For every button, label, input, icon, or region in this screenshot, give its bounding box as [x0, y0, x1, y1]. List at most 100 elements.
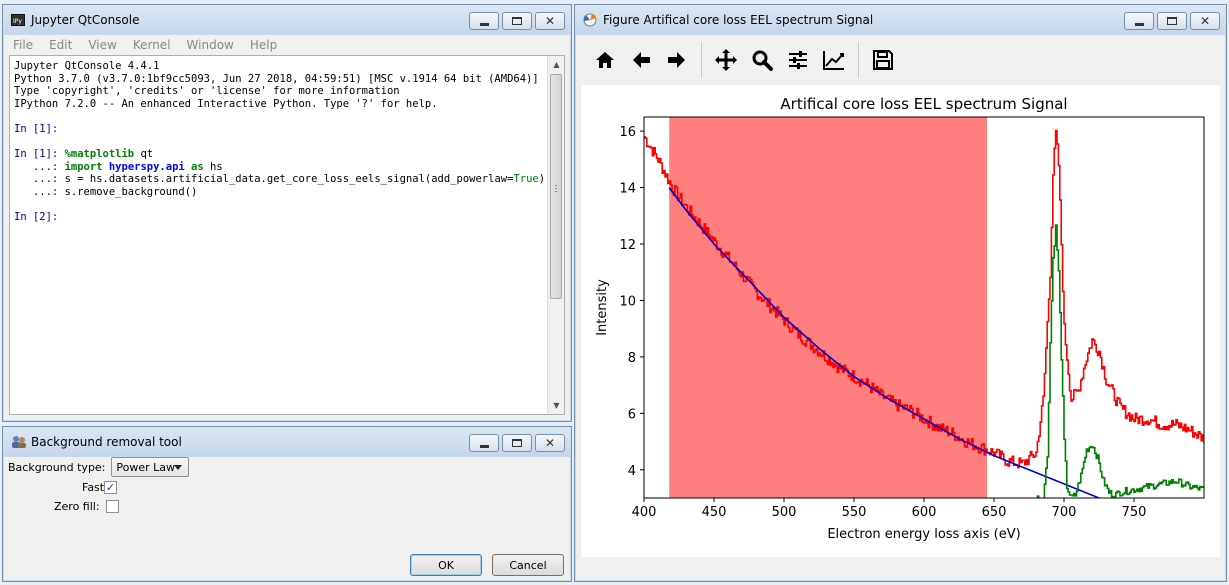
x-tick-label: 700: [1052, 505, 1077, 520]
console-menubar: File Edit View Kernel Window Help: [7, 35, 567, 55]
x-tick-label: 750: [1122, 505, 1147, 520]
chart-title: Artifical core loss EEL spectrum Signal: [780, 95, 1067, 113]
console-line: Jupyter QtConsole 4.4.1: [14, 60, 160, 72]
x-tick-label: 500: [772, 505, 797, 520]
close-icon: ✕: [544, 436, 556, 450]
residual-line: [1036, 224, 1204, 498]
toolbar-separator: [701, 42, 702, 78]
back-button[interactable]: [623, 42, 659, 78]
y-tick-label: 4: [628, 464, 636, 479]
scroll-down-icon[interactable]: ▼: [553, 401, 560, 410]
zero-fill-label: Zero fill:: [54, 500, 100, 513]
maximize-button[interactable]: [502, 12, 532, 30]
background-removal-window: Background removal tool ✕ Background typ…: [2, 426, 572, 582]
scroll-thumb[interactable]: [550, 74, 562, 299]
save-button[interactable]: [865, 42, 901, 78]
background-type-label: Background type:: [8, 460, 106, 474]
background-type-select[interactable]: Power Law: [111, 457, 190, 477]
maximize-icon: [512, 439, 522, 447]
console-titlebar[interactable]: IPy Jupyter QtConsole ✕: [3, 5, 571, 35]
console-line: ...: s.remove_background(): [14, 186, 544, 199]
home-button[interactable]: [587, 42, 623, 78]
close-button[interactable]: ✕: [535, 434, 565, 452]
console-code: import hyperspy.api as hs: [64, 160, 223, 173]
console-code: s.remove_background(): [58, 185, 198, 198]
menu-kernel[interactable]: Kernel: [132, 38, 171, 52]
console-line: [14, 199, 544, 212]
console-text[interactable]: Jupyter QtConsole 4.4.1 Python 3.7.0 (v3.…: [14, 60, 545, 224]
x-tick-label: 400: [632, 505, 657, 520]
console-title: Jupyter QtConsole: [31, 13, 140, 27]
y-axis-label: Intensity: [595, 279, 610, 336]
maximize-button[interactable]: [1157, 12, 1187, 30]
menu-view[interactable]: View: [88, 38, 117, 52]
selected-span: [669, 117, 987, 498]
figure-window: Figure Artifical core loss EEL spectrum …: [574, 4, 1227, 582]
close-button[interactable]: ✕: [535, 12, 565, 30]
minimize-button[interactable]: [469, 12, 499, 30]
zoom-button[interactable]: [744, 42, 780, 78]
ipython-icon: IPy: [11, 13, 25, 27]
maximize-icon: [1167, 17, 1177, 25]
console-prompt: ...:: [14, 185, 59, 198]
console-line: In [1]: %matplotlib qt: [14, 148, 544, 161]
plot-canvas[interactable]: 400 450 500 550 600 650 700 750 4 6 8 10 12 14 16 Artif…: [581, 85, 1220, 557]
save-icon: [873, 50, 893, 70]
console-output-area[interactable]: Jupyter QtConsole 4.4.1 Python 3.7.0 (v3.…: [9, 55, 565, 415]
subplots-config-button[interactable]: [780, 42, 816, 78]
y-tick-label: 12: [619, 238, 636, 253]
console-line: In [1]:: [14, 123, 544, 136]
console-line: [14, 110, 544, 123]
scroll-up-icon[interactable]: ▲: [553, 60, 560, 69]
fast-row: Fast: ✓: [82, 481, 117, 494]
grip-icon: [555, 185, 557, 192]
x-axis-label: Electron energy loss axis (eV): [827, 527, 1020, 542]
console-prompt: In [2]:: [14, 211, 59, 224]
eels-chart[interactable]: 400 450 500 550 600 650 700 750 4 6 8 10 12 14 16 Artif…: [581, 85, 1220, 557]
maximize-button[interactable]: [502, 434, 532, 452]
back-arrow-icon: [633, 52, 650, 68]
fit-line: [668, 187, 1100, 498]
console-prompt: ...:: [14, 173, 59, 186]
minimize-button[interactable]: [469, 434, 499, 452]
console-code: %matplotlib qt: [64, 148, 154, 161]
close-icon: ✕: [1199, 14, 1211, 28]
bgtool-title: Background removal tool: [31, 435, 182, 449]
figure-titlebar[interactable]: Figure Artifical core loss EEL spectrum …: [575, 5, 1226, 35]
background-type-value: Power Law: [116, 460, 176, 474]
matplotlib-icon: [583, 13, 597, 27]
console-line: ...: import hyperspy.api as hs: [14, 161, 544, 174]
fast-checkbox[interactable]: ✓: [104, 481, 117, 494]
x-tick-label: 650: [982, 505, 1007, 520]
subplots-config-icon: [789, 51, 807, 69]
edit-axes-button[interactable]: [816, 42, 852, 78]
fast-label: Fast:: [82, 481, 108, 494]
qtconsole-window: IPy Jupyter QtConsole ✕ File Edit View K…: [2, 4, 572, 422]
ok-button[interactable]: OK: [410, 554, 482, 576]
zero-fill-row: Zero fill:: [54, 500, 119, 513]
bgtool-titlebar[interactable]: Background removal tool ✕: [3, 427, 571, 457]
y-tick-label: 10: [619, 294, 636, 309]
console-line: Type 'copyright', 'credits' or 'license'…: [14, 85, 400, 98]
zero-fill-checkbox[interactable]: [105, 500, 119, 513]
chevron-down-icon: [174, 465, 183, 470]
x-tick-label: 450: [702, 505, 727, 520]
menu-help[interactable]: Help: [249, 38, 278, 52]
pan-button[interactable]: [708, 42, 744, 78]
y-tick-label: 16: [619, 125, 636, 140]
forward-button[interactable]: [659, 42, 695, 78]
console-prompt: ...:: [14, 160, 59, 173]
console-scrollbar[interactable]: ▲ ▼: [547, 56, 564, 414]
y-tick-label: 8: [628, 351, 636, 366]
edit-axes-icon: [823, 51, 844, 70]
y-tick-label: 6: [628, 407, 636, 422]
console-line: In [2]:: [14, 211, 544, 224]
figure-title: Figure Artifical core loss EEL spectrum …: [603, 13, 874, 27]
menu-window[interactable]: Window: [186, 38, 234, 52]
close-button[interactable]: ✕: [1190, 12, 1220, 30]
minimize-icon: [479, 22, 489, 26]
menu-edit[interactable]: Edit: [49, 38, 73, 52]
cancel-button[interactable]: Cancel: [492, 554, 564, 576]
minimize-button[interactable]: [1124, 12, 1154, 30]
menu-file[interactable]: File: [13, 38, 34, 52]
